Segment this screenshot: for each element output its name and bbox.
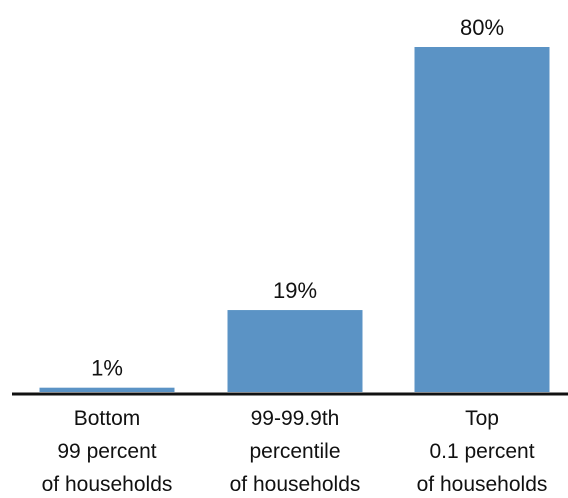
category-label-3-line-2: 0.1 percent [429, 440, 534, 463]
category-label-1-line-1: Bottom [74, 407, 141, 430]
category-label-1-line-3: of households [42, 473, 173, 496]
bar-2 [228, 310, 363, 392]
category-label-3-line-1: Top [465, 407, 499, 430]
category-label-2-line-3: of households [230, 473, 361, 496]
bar-3 [415, 47, 550, 392]
value-label-2: 19% [273, 278, 317, 303]
value-label-3: 80% [460, 15, 504, 40]
value-label-1: 1% [91, 356, 123, 381]
category-label-2-line-1: 99-99.9th [251, 407, 340, 430]
bar-1 [40, 388, 175, 392]
category-label-2-line-2: percentile [249, 440, 340, 463]
category-label-3-line-3: of households [417, 473, 548, 496]
category-label-1-line-2: 99 percent [57, 440, 156, 463]
category-labels-group: Bottom 99 percent of households 99-99.9th pe… [42, 407, 548, 496]
bars-group [40, 47, 550, 392]
